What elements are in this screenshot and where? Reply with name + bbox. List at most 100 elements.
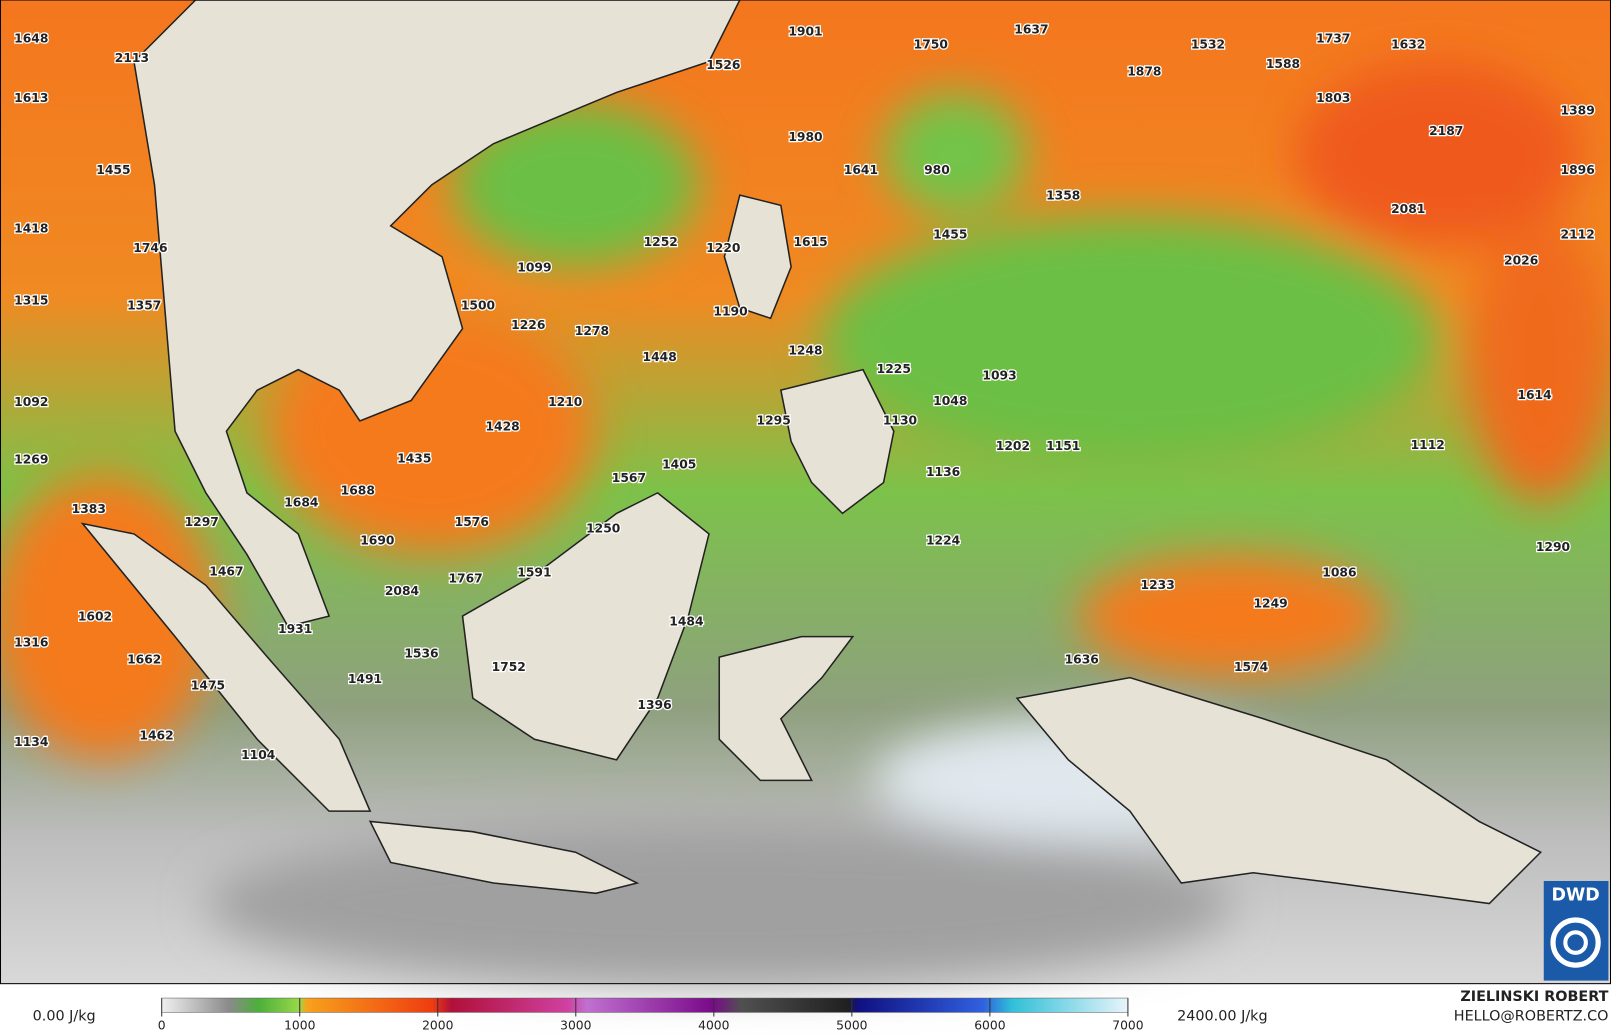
min-label: 0.00 J/kg: [33, 1009, 96, 1025]
map-label: 1574: [1234, 660, 1268, 674]
map-label: 1455: [96, 163, 130, 177]
map-label: 1632: [1391, 38, 1425, 52]
map-label: 1093: [982, 368, 1016, 382]
map-label: 1684: [284, 496, 318, 510]
tick-label: 6000: [974, 1018, 1006, 1032]
map-label: 1278: [575, 324, 609, 338]
map: [0, 0, 1611, 986]
tick-label: 4000: [698, 1018, 730, 1032]
map-label: 2081: [1391, 202, 1425, 216]
map-label: 1688: [341, 483, 375, 497]
map-label: 1099: [517, 260, 551, 274]
map-label: 1220: [706, 241, 740, 255]
map-label: 1980: [788, 130, 822, 144]
map-label: 1931: [278, 622, 312, 636]
credit-name: ZIELINSKI ROBERT: [1460, 989, 1608, 1005]
credit-email: HELLO@ROBERTZ.CO: [1454, 1009, 1609, 1025]
map-label: 1315: [14, 293, 48, 307]
map-label: 1614: [1517, 388, 1551, 402]
map-label: 1662: [127, 653, 161, 667]
map-label: 1389: [1561, 103, 1595, 117]
map-label: 1767: [448, 572, 482, 586]
map-label: 1248: [788, 344, 822, 358]
map-label: 1112: [1411, 438, 1445, 452]
map-label: 1475: [191, 678, 225, 692]
map-label: 1613: [14, 91, 48, 105]
map-label: 1136: [926, 465, 960, 479]
map-label: 1428: [485, 420, 519, 434]
map-label: 1491: [348, 672, 382, 686]
map-label: 1591: [517, 565, 551, 579]
logo: DWD: [1543, 880, 1609, 981]
map-label: 2113: [115, 51, 149, 65]
map-label: 2084: [385, 584, 419, 598]
map-label: 1737: [1316, 32, 1350, 46]
map-label: 1134: [14, 735, 48, 749]
map-label: 1746: [133, 241, 167, 255]
map-label: 1358: [1046, 189, 1080, 203]
map-label: 1396: [637, 698, 671, 712]
map-label: 1750: [914, 38, 948, 52]
map-label: 1532: [1191, 38, 1225, 52]
map-label: 1297: [185, 515, 219, 529]
logo-swirl: [1563, 930, 1588, 955]
map-label: 1526: [706, 58, 740, 72]
map-label: 1467: [209, 564, 243, 578]
map-label: 1224: [926, 534, 960, 548]
map-label: 1316: [14, 635, 48, 649]
map-label: 1383: [72, 502, 106, 516]
colorbar-ticks: 0 1000 2000 3000 4000 5000 6000 7000: [158, 998, 1144, 1032]
map-label: 1500: [461, 298, 495, 312]
map-label: 1252: [644, 235, 678, 249]
tick-label: 5000: [836, 1018, 868, 1032]
logo-text: DWD: [1551, 885, 1599, 905]
map-label: 1448: [643, 350, 677, 364]
map-label: 1225: [877, 362, 911, 376]
map-label: 1226: [511, 318, 545, 332]
map-label: 1190: [713, 305, 747, 319]
map-label: 1588: [1266, 57, 1300, 71]
map-labels: 1648 2113 1613 1455 1418 1746 1315 1357 1092 1269…: [13, 21, 1596, 764]
map-label: 1405: [662, 458, 696, 472]
map-label: 1104: [241, 748, 275, 762]
map-label: 1250: [586, 521, 620, 535]
max-label: 2400.00 J/kg: [1177, 1009, 1267, 1025]
map-label: 1151: [1046, 439, 1080, 453]
tick-label: 0: [158, 1018, 166, 1032]
map-label: 2187: [1429, 124, 1463, 138]
map-label: 1418: [14, 221, 48, 235]
map-label: 2026: [1504, 253, 1538, 267]
map-label: 1233: [1141, 578, 1175, 592]
map-label: 1636: [1065, 653, 1099, 667]
map-label: 1086: [1322, 565, 1356, 579]
logo-swirl: [1550, 917, 1601, 968]
map-label: 1615: [793, 235, 827, 249]
tick-label: 2000: [422, 1018, 454, 1032]
map-label: 1576: [455, 515, 489, 529]
map-label: 1536: [404, 647, 438, 661]
map-label: 1648: [14, 32, 48, 46]
map-label: 1455: [933, 228, 967, 242]
map-label: 2112: [1561, 228, 1595, 242]
map-label: 1803: [1316, 91, 1350, 105]
map-label: 1435: [397, 451, 431, 465]
colorbar: [161, 997, 1129, 1013]
map-label: 1202: [996, 439, 1030, 453]
map-label: 1896: [1561, 163, 1595, 177]
map-label: 980: [924, 163, 950, 177]
map-label: 1901: [788, 24, 822, 38]
map-label: 1602: [78, 610, 112, 624]
map-label: 1567: [612, 471, 646, 485]
tick-label: 3000: [560, 1018, 592, 1032]
map-label: 1484: [669, 615, 703, 629]
map-label: 1210: [548, 395, 582, 409]
map-label: 1295: [757, 413, 791, 427]
map-label: 1637: [1014, 22, 1048, 36]
map-label: 1249: [1253, 596, 1287, 610]
map-label: 1357: [127, 298, 161, 312]
map-label: 1641: [844, 163, 878, 177]
map-label: 1690: [360, 534, 394, 548]
map-label: 1269: [14, 453, 48, 467]
map-label: 1290: [1536, 540, 1570, 554]
